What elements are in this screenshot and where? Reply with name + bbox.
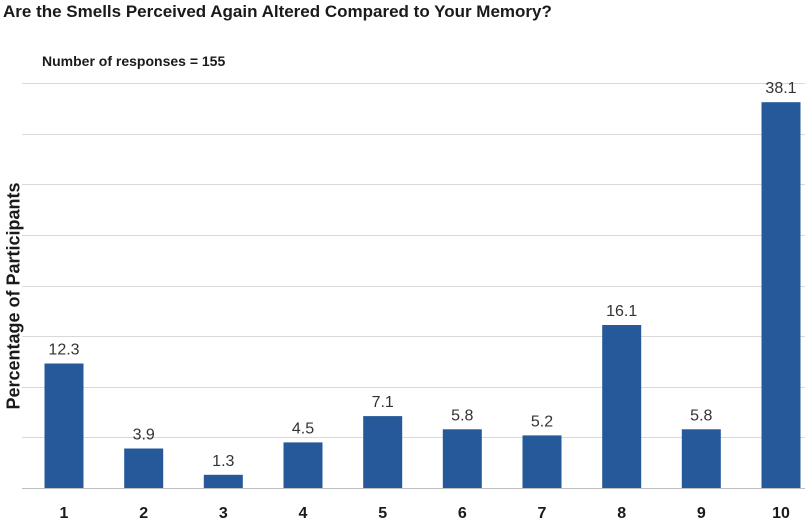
bar	[761, 102, 801, 488]
x-tick-label: 1	[60, 505, 69, 522]
x-tick-label: 8	[617, 505, 626, 522]
bar	[522, 435, 562, 488]
x-tick-label: 4	[299, 505, 308, 522]
x-tick-label: 2	[139, 505, 148, 522]
x-tick-label: 6	[458, 505, 467, 522]
bar	[442, 429, 482, 488]
chart-title: Are the Smells Perceived Again Altered C…	[3, 2, 552, 21]
bar	[124, 448, 164, 488]
bar	[44, 363, 84, 488]
chart-subtitle: Number of responses = 155	[42, 53, 226, 69]
data-label: 12.3	[48, 342, 79, 359]
data-label: 7.1	[372, 394, 394, 411]
data-label: 5.2	[531, 413, 553, 430]
x-tick-label: 7	[538, 505, 547, 522]
data-label: 3.9	[133, 427, 155, 444]
x-tick-label: 5	[378, 505, 387, 522]
data-label: 4.5	[292, 420, 314, 437]
x-tick-label: 9	[697, 505, 706, 522]
bar	[283, 442, 323, 488]
data-label: 5.8	[451, 407, 473, 424]
bar	[681, 429, 721, 488]
data-label: 1.3	[212, 453, 234, 470]
x-tick-label: 3	[219, 505, 228, 522]
bar	[203, 474, 243, 488]
data-label: 38.1	[765, 80, 796, 97]
bar	[363, 416, 403, 488]
bar	[602, 325, 642, 488]
data-label: 16.1	[606, 303, 637, 320]
data-label: 5.8	[690, 407, 712, 424]
x-tick-label: 10	[772, 505, 790, 522]
